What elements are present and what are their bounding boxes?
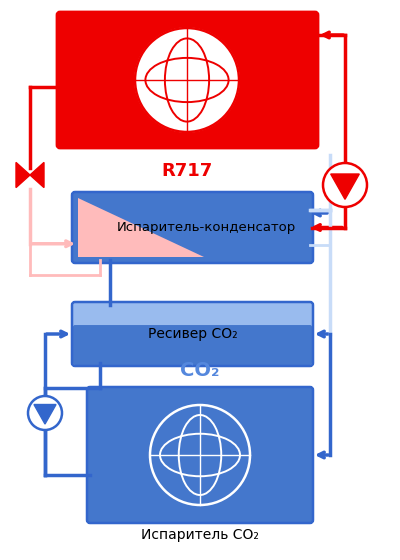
FancyBboxPatch shape [73,303,312,332]
FancyBboxPatch shape [73,325,312,365]
Circle shape [28,396,62,430]
Text: Испаритель CO₂: Испаритель CO₂ [141,528,259,542]
Polygon shape [34,404,56,424]
Polygon shape [30,162,44,188]
Text: R717: R717 [161,162,213,180]
Text: CO₂: CO₂ [180,361,220,380]
Circle shape [135,28,239,132]
Text: Испаритель-конденсатор: Испаритель-конденсатор [117,221,296,234]
Text: Ресивер CO₂: Ресивер CO₂ [148,327,237,341]
Polygon shape [16,162,30,188]
FancyBboxPatch shape [57,12,318,148]
Circle shape [150,405,250,505]
FancyBboxPatch shape [72,192,313,263]
FancyBboxPatch shape [87,387,313,523]
Polygon shape [78,198,204,257]
Polygon shape [331,174,359,199]
Circle shape [323,163,367,207]
